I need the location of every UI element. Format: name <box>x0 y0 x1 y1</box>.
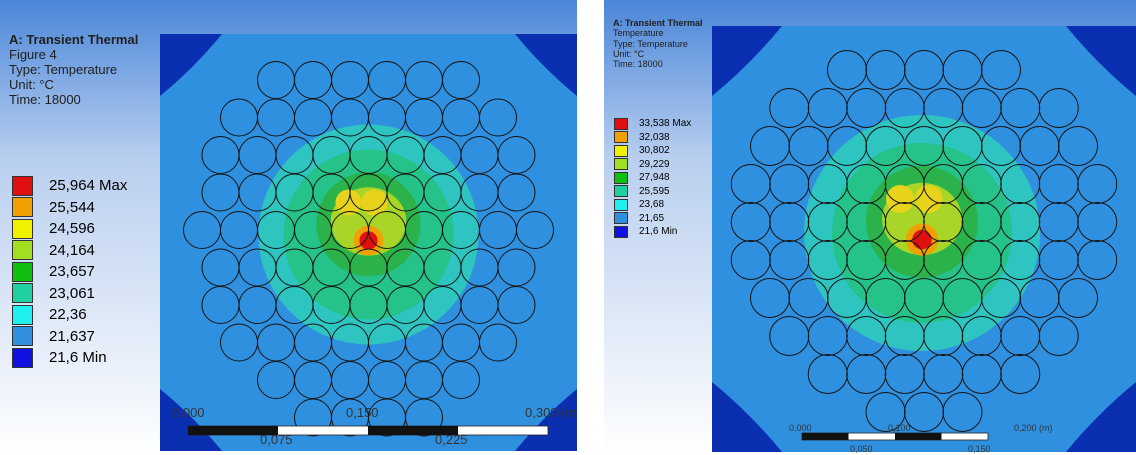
hot-spot <box>361 189 388 216</box>
figure-name: Temperature <box>613 28 664 39</box>
info-block: A: Transient Thermal Temperature Type: T… <box>613 18 703 70</box>
cable-outline <box>497 173 536 212</box>
legend-swatch <box>614 212 628 225</box>
left-panel: A: Transient Thermal Figure 4 Type: Temp… <box>0 0 577 455</box>
hot-spot <box>335 189 362 216</box>
cable-outline <box>442 361 480 399</box>
scale-segment <box>802 433 849 440</box>
hot-spot <box>914 185 943 213</box>
legend-label: 33,538 Max <box>639 118 692 129</box>
unit-label: Unit: °C <box>613 49 645 60</box>
legend-swatch <box>614 225 628 238</box>
cable-outline <box>981 50 1021 90</box>
cable-outline <box>516 211 554 249</box>
cable-outline <box>1077 202 1118 242</box>
legend-label: 24,164 <box>49 241 95 259</box>
scale-label: 0,050 <box>850 444 873 454</box>
scale-label: 0,150 <box>968 444 991 454</box>
legend-swatch <box>12 283 33 304</box>
legend-swatch <box>12 218 33 239</box>
legend-label: 32,038 <box>639 131 670 143</box>
analysis-title: A: Transient Thermal <box>9 32 139 47</box>
legend-swatch <box>12 347 33 368</box>
figure-name: Figure 4 <box>9 46 57 62</box>
right-panel: A: Transient Thermal Temperature Type: T… <box>604 0 1136 455</box>
legend-swatch <box>614 185 628 198</box>
scale-label: 0,100 <box>888 423 911 433</box>
legend-swatch <box>12 304 33 325</box>
cable-outline <box>1038 316 1079 356</box>
legend-swatch <box>614 131 628 144</box>
scale-label: 0,225 <box>435 432 468 447</box>
scale-label: 0,150 <box>346 405 379 420</box>
legend-label: 25,595 <box>639 185 670 197</box>
scale-label: 0,000 <box>172 405 205 420</box>
cable-outline <box>479 323 517 362</box>
legend-swatch <box>12 175 33 196</box>
cable-outline <box>942 392 983 432</box>
scale-label: 0,200 (m) <box>1014 423 1053 433</box>
type-label: Type: Temperature <box>613 38 688 49</box>
analysis-title: A: Transient Thermal <box>613 18 703 28</box>
legend-swatch <box>12 197 33 218</box>
info-block: A: Transient Thermal Figure 4 Type: Temp… <box>9 32 139 108</box>
legend-label: 29,229 <box>639 158 670 170</box>
cable-outline <box>479 98 517 137</box>
cable-outline <box>1000 354 1041 394</box>
legend-swatch <box>12 240 33 261</box>
legend-swatch <box>614 171 628 184</box>
scale-label: 0,000 <box>789 423 812 433</box>
cable-outline <box>405 398 443 437</box>
legend-label: 21,65 <box>639 212 665 224</box>
scale-segment <box>368 426 458 435</box>
cable-outline <box>1058 126 1098 166</box>
unit-label: Unit: °C <box>9 76 54 92</box>
scale-segment <box>895 433 942 440</box>
legend-label: 21,6 Min <box>639 226 678 237</box>
contour-plot <box>604 0 1136 455</box>
type-label: Type: Temperature <box>9 61 118 77</box>
cable-outline <box>1077 240 1118 280</box>
legend-swatch <box>614 198 628 211</box>
legend-swatch <box>614 158 628 171</box>
scale-segment <box>188 426 278 435</box>
legend-label: 23,061 <box>49 284 95 302</box>
time-label: Time: 18000 <box>613 59 663 70</box>
hot-core <box>359 231 378 250</box>
cable-outline <box>1077 164 1118 204</box>
legend-label: 25,964 Max <box>49 177 128 194</box>
scale-label: 0,300 (m) <box>525 405 577 420</box>
legend-swatch <box>12 261 33 282</box>
legend-swatch <box>12 326 33 347</box>
legend-label: 23,657 <box>49 263 95 280</box>
legend-label: 27,948 <box>639 172 670 183</box>
legend-label: 22,36 <box>49 306 87 323</box>
legend-swatch <box>614 117 628 130</box>
legend-label: 25,544 <box>49 198 95 216</box>
cable-outline <box>1038 88 1079 128</box>
scale-label: 0,075 <box>260 432 293 447</box>
legend-label: 21,637 <box>49 327 95 345</box>
time-label: Time: 18000 <box>9 91 81 107</box>
legend-swatch <box>614 144 628 157</box>
legend-label: 21,6 Min <box>49 349 107 366</box>
legend-label: 23,68 <box>639 199 665 210</box>
legend-label: 30,802 <box>639 145 670 156</box>
contour-plot <box>0 0 577 455</box>
cable-outline <box>497 286 536 324</box>
legend-label: 24,596 <box>49 220 95 237</box>
cable-outline <box>1058 278 1098 318</box>
